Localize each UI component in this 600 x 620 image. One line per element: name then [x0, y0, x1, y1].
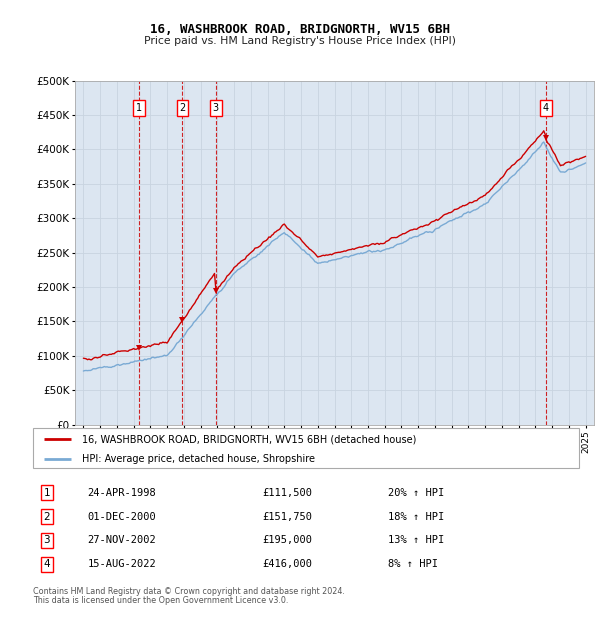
Text: This data is licensed under the Open Government Licence v3.0.: This data is licensed under the Open Gov…	[33, 596, 289, 606]
Text: 24-APR-1998: 24-APR-1998	[88, 488, 157, 498]
Text: £111,500: £111,500	[262, 488, 313, 498]
Text: 13% ↑ HPI: 13% ↑ HPI	[388, 536, 444, 546]
FancyBboxPatch shape	[33, 428, 579, 468]
Text: 18% ↑ HPI: 18% ↑ HPI	[388, 512, 444, 521]
Text: 01-DEC-2000: 01-DEC-2000	[88, 512, 157, 521]
Text: 16, WASHBROOK ROAD, BRIDGNORTH, WV15 6BH: 16, WASHBROOK ROAD, BRIDGNORTH, WV15 6BH	[150, 23, 450, 36]
Text: 2: 2	[179, 103, 185, 113]
Text: 20% ↑ HPI: 20% ↑ HPI	[388, 488, 444, 498]
Text: 15-AUG-2022: 15-AUG-2022	[88, 559, 157, 569]
Text: Contains HM Land Registry data © Crown copyright and database right 2024.: Contains HM Land Registry data © Crown c…	[33, 587, 345, 596]
Text: £195,000: £195,000	[262, 536, 313, 546]
Text: 3: 3	[213, 103, 219, 113]
Text: 1: 1	[43, 488, 50, 498]
Text: 1: 1	[136, 103, 142, 113]
Text: 27-NOV-2002: 27-NOV-2002	[88, 536, 157, 546]
Text: £151,750: £151,750	[262, 512, 313, 521]
Text: Price paid vs. HM Land Registry's House Price Index (HPI): Price paid vs. HM Land Registry's House …	[144, 36, 456, 46]
Text: 2: 2	[43, 512, 50, 521]
Text: 8% ↑ HPI: 8% ↑ HPI	[388, 559, 438, 569]
Text: 4: 4	[543, 103, 549, 113]
Text: HPI: Average price, detached house, Shropshire: HPI: Average price, detached house, Shro…	[82, 454, 315, 464]
Text: £416,000: £416,000	[262, 559, 313, 569]
Text: 4: 4	[43, 559, 50, 569]
Text: 16, WASHBROOK ROAD, BRIDGNORTH, WV15 6BH (detached house): 16, WASHBROOK ROAD, BRIDGNORTH, WV15 6BH…	[82, 434, 416, 444]
Text: 3: 3	[43, 536, 50, 546]
